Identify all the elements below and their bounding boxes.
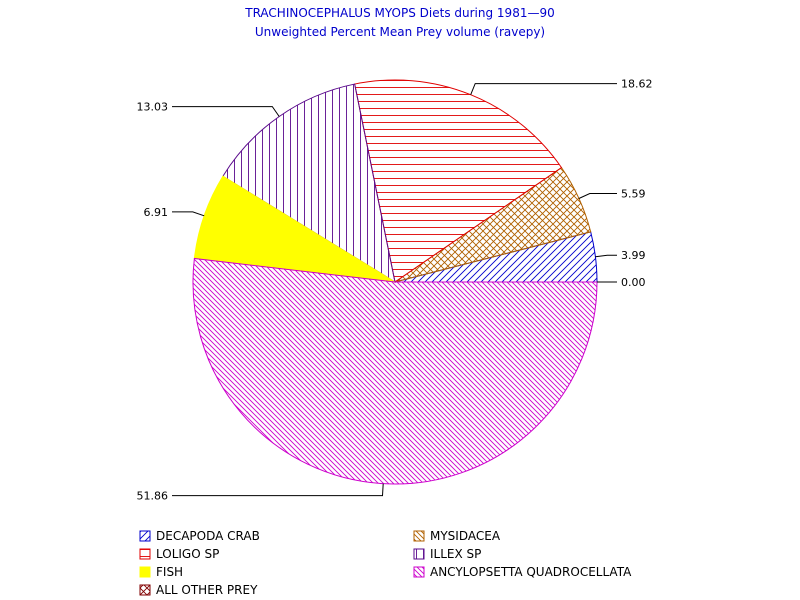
data-label-illex-sp: 13.03: [137, 101, 169, 114]
data-label-fish: 6.91: [144, 206, 169, 219]
data-label-decapoda-crab: 3.99: [621, 249, 646, 262]
legend-swatch-illex-sp: [413, 548, 425, 560]
legend-label-all-other-prey: ALL OTHER PREY: [156, 583, 258, 597]
legend-swatch-loligo-sp: [139, 548, 151, 560]
legend-label-decapoda-crab: DECAPODA CRAB: [156, 529, 260, 543]
slice-ancylopsetta-quadrocellata: [192, 257, 598, 485]
legend-label-fish: FISH: [156, 565, 183, 579]
legend: DECAPODA CRAB MYSIDACEA LOLIGO SP ILLEX SP F…: [139, 529, 632, 597]
data-label-mysidacea: 5.59: [621, 188, 646, 201]
legend-label-illex-sp: ILLEX SP: [430, 547, 481, 561]
legend-swatch-ancylopsetta-quadrocellata: [413, 566, 425, 578]
legend-label-loligo-sp: LOLIGO SP: [156, 547, 219, 561]
leader-line-fish: [172, 211, 205, 217]
leader-line-mysidacea: [578, 193, 617, 199]
legend-label-ancylopsetta-quadrocellata: ANCYLOPSETTA QUADROCELLATA: [430, 565, 632, 579]
chart-title: TRACHINOCEPHALUS MYOPS Diets during 1981…: [244, 6, 554, 20]
leader-line-loligo-sp: [470, 83, 617, 95]
data-label-loligo-sp: 18.62: [621, 78, 653, 91]
slice-labels: 0.00 3.99 5.59 18.62 13.03 6.91 51.86: [137, 78, 653, 503]
leader-line-illex-sp: [172, 106, 280, 117]
leader-line-ancylopsetta-quadrocellata: [172, 483, 384, 497]
legend-swatch-decapoda-crab: [139, 530, 151, 542]
legend-label-mysidacea: MYSIDACEA: [430, 529, 501, 543]
legend-swatch-all-other-prey: [139, 584, 151, 596]
pie-slices: [192, 79, 598, 485]
data-label-ancylopsetta-quadrocellata: 51.86: [137, 490, 169, 503]
data-label-all-other-prey: 0.00: [621, 276, 646, 289]
chart-subtitle: Unweighted Percent Mean Prey volume (rav…: [255, 25, 545, 39]
leader-line-decapoda-crab: [595, 254, 617, 258]
legend-swatch-mysidacea: [413, 530, 425, 542]
slice-loligo-sp: [354, 79, 563, 283]
legend-swatch-fish: [139, 566, 151, 578]
